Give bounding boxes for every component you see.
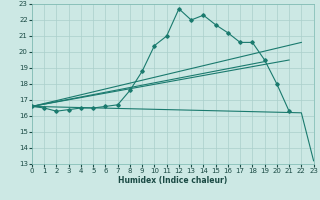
X-axis label: Humidex (Indice chaleur): Humidex (Indice chaleur): [118, 176, 228, 185]
